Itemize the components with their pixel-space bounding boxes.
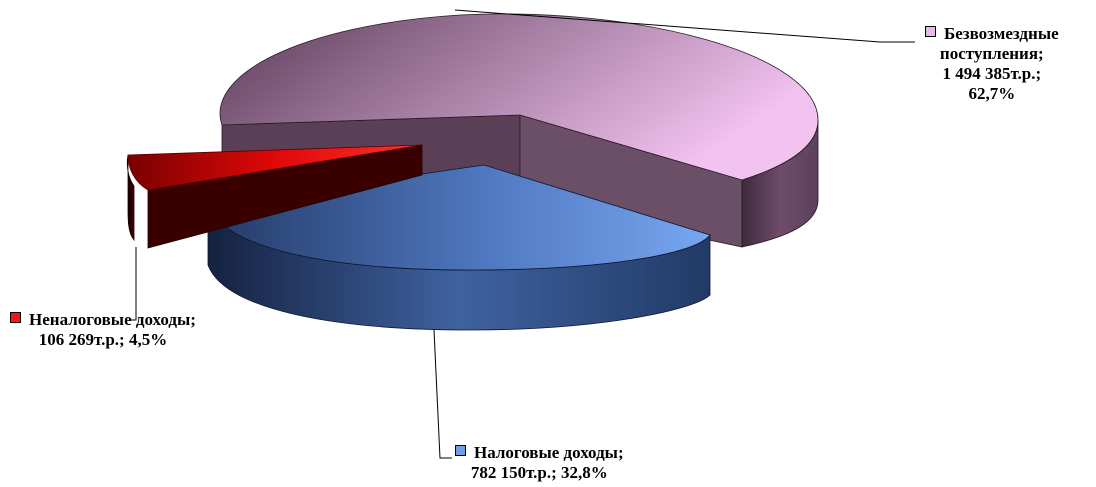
data-label-nenalogovye: Неналоговые доходы; 106 269т.р.; 4,5% — [10, 310, 196, 350]
leader-line-nalogovye — [433, 329, 452, 459]
slice-nenalogovye-outer-wall — [126, 154, 135, 242]
leader-line-nenalogovye — [130, 247, 137, 321]
data-label-bezvozmezdnye-line3: 1 494 385т.р.; — [942, 64, 1042, 83]
legend-swatch-nenalogovye — [10, 312, 21, 323]
slice-nenalogovye — [126, 144, 423, 249]
data-label-nalogovye-line1: Налоговые доходы; — [455, 443, 624, 463]
data-label-bezvozmezdnye-line1: Безвозмездные — [925, 24, 1059, 44]
data-label-nalogovye-line2: 782 150т.р.; 32,8% — [470, 463, 608, 482]
leader-line-bezvozmezdnye — [454, 9, 915, 43]
data-label-nenalogovye-line1: Неналоговые доходы; — [10, 310, 196, 330]
legend-swatch-nalogovye — [455, 445, 466, 456]
data-label-nenalogovye-line2: 106 269т.р.; 4,5% — [38, 330, 168, 349]
data-label-bezvozmezdnye: Безвозмездные поступления; 1 494 385т.р.… — [925, 24, 1059, 104]
data-label-bezvozmezdnye-line2: поступления; — [939, 44, 1044, 63]
data-label-nalogovye: Налоговые доходы; 782 150т.р.; 32,8% — [455, 443, 624, 483]
data-label-bezvozmezdnye-line4: 62,7% — [968, 84, 1016, 103]
slice-nenalogovye-top — [127, 144, 423, 191]
legend-swatch-bezvozmezdnye — [925, 26, 936, 37]
